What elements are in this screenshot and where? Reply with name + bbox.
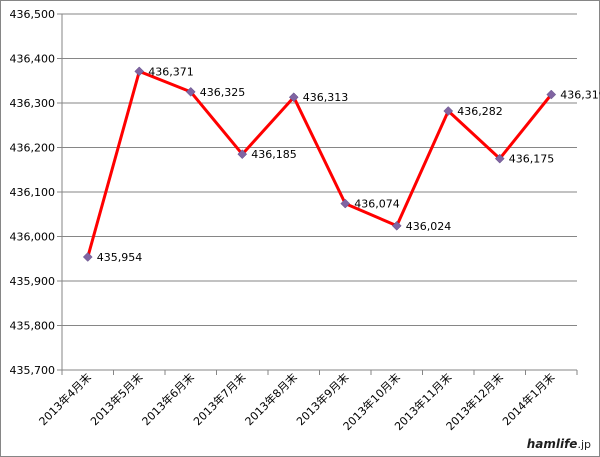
data-labels: 435,954 436,371 436,325 436,185 436,313 436,0…: [97, 65, 600, 264]
data-label: 436,313: [303, 91, 349, 104]
y-tick-label: 436,200: [10, 142, 56, 155]
data-point-marker: [185, 87, 196, 97]
x-tick-label: 2013年9月末: [293, 370, 351, 428]
y-tick-label: 436,000: [10, 231, 56, 244]
x-tick-label: 2013年7月末: [190, 370, 248, 428]
data-point-marker: [288, 92, 299, 103]
data-label: 436,074: [354, 198, 400, 211]
data-label: 436,185: [251, 148, 297, 161]
x-tick-label: 2014年1月末: [499, 370, 557, 428]
x-tick-labels: 2013年4月末2013年5月末2013年6月末2013年7月末2013年8月末…: [36, 370, 557, 433]
data-label: 435,954: [97, 251, 143, 264]
data-label: 436,175: [509, 153, 555, 166]
y-tick-label: 435,800: [10, 320, 56, 333]
series-line-path: [86, 69, 553, 258]
series-markers: [82, 66, 557, 262]
data-point-marker: [134, 66, 145, 77]
y-tick-label: 436,300: [10, 97, 56, 110]
watermark-brand: hamlife: [526, 437, 578, 451]
data-point-marker: [546, 89, 557, 100]
x-tick-label: 2013年5月末: [87, 370, 145, 428]
data-point-marker: [82, 252, 93, 262]
y-tick-label: 436,500: [10, 8, 56, 21]
x-tick-label: 2013年4月末: [36, 370, 94, 428]
data-point-marker: [443, 106, 454, 116]
y-tick-label: 436,100: [10, 186, 56, 199]
data-label: 436,325: [200, 86, 246, 99]
data-point-marker: [391, 220, 402, 231]
data-label: 436,319: [560, 89, 600, 102]
x-tick-label: 2013年6月末: [139, 370, 197, 428]
data-point-marker: [494, 153, 505, 164]
x-tick-label: 2013年8月末: [242, 370, 300, 428]
watermark-logo: hamlife.jp: [527, 437, 591, 451]
y-tick-label: 436,400: [10, 53, 56, 66]
data-point-marker: [237, 149, 248, 160]
y-tick-label: 435,700: [10, 364, 56, 377]
data-label: 436,371: [148, 65, 194, 78]
watermark-suffix: .jp: [577, 438, 591, 451]
series-line: [86, 69, 553, 258]
data-label: 436,024: [406, 220, 452, 233]
axes: [57, 13, 578, 375]
data-label: 436,282: [457, 105, 503, 118]
gridlines: [62, 13, 577, 326]
data-point-marker: [340, 198, 351, 209]
y-tick-labels: 435,700 435,800 435,900 436,000 436,100 436,2…: [10, 8, 56, 377]
y-tick-label: 435,900: [10, 275, 56, 288]
